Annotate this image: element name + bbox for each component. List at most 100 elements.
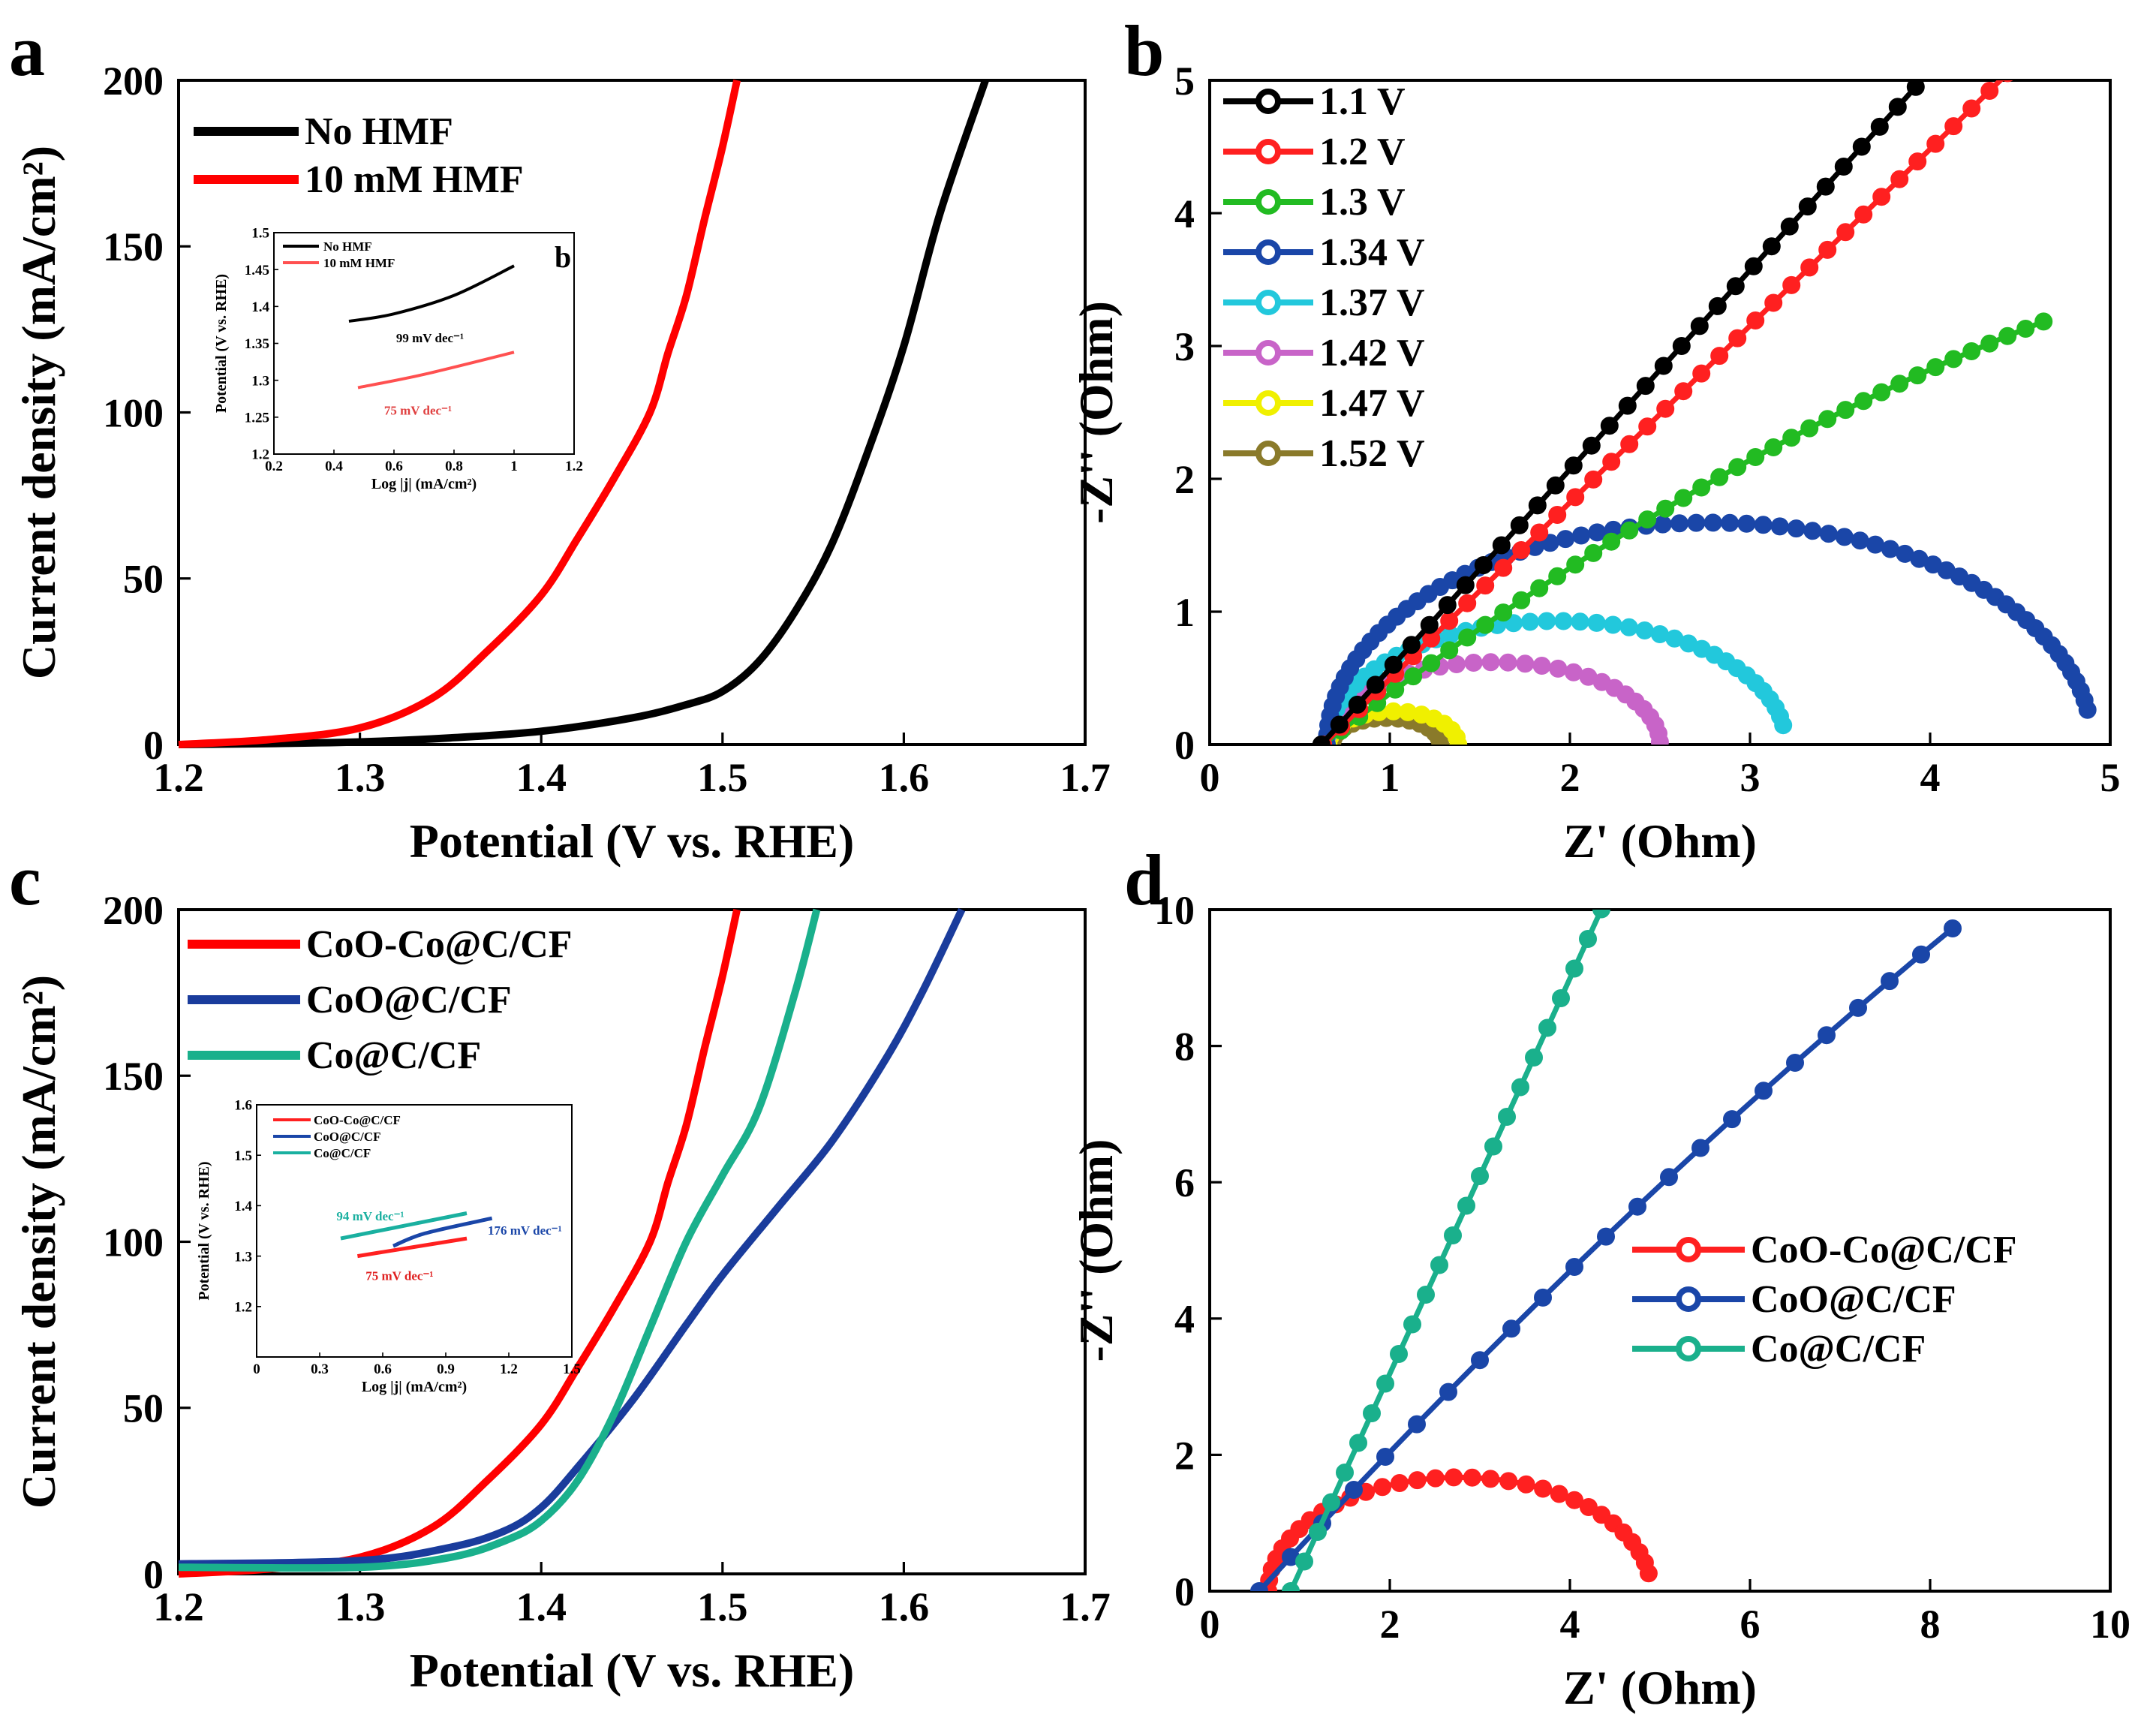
x-tick-label: 1.4 (516, 1584, 567, 1629)
data-point-0 (1654, 357, 1673, 375)
data-point-2 (1908, 366, 1927, 385)
inset-c-x-tick-label: 1.5 (563, 1361, 581, 1377)
data-point-2 (1800, 419, 1819, 438)
data-point-2 (1484, 1137, 1502, 1156)
data-point-1 (1872, 188, 1891, 206)
legend-marker-7 (1255, 441, 1281, 466)
y-tick-label: 50 (123, 1386, 164, 1431)
data-point-1 (1710, 347, 1729, 366)
inset-c-legend-label-2: Co@C/CF (314, 1146, 371, 1160)
data-point-3 (1572, 526, 1590, 545)
y-tick-label: 150 (103, 1054, 164, 1099)
data-point-1 (1849, 998, 1867, 1017)
data-point-3 (2078, 700, 2097, 719)
data-point-1 (2071, 0, 2088, 11)
data-point-0 (1384, 655, 1403, 674)
inset-a-y-tick-label: 1.5 (251, 226, 269, 242)
y-tick-label: 10 (1154, 888, 1195, 933)
data-point-1 (1818, 1026, 1836, 1045)
data-point-0 (1565, 1491, 1583, 1509)
legend-label-6: 1.47 V (1319, 382, 1425, 425)
inset-c-y-tick-label: 1.6 (234, 1098, 252, 1114)
y-tick-label: 100 (103, 390, 164, 435)
y-tick-label: 6 (1174, 1160, 1195, 1205)
data-point-0 (1618, 396, 1637, 415)
data-point-1 (2035, 29, 2052, 46)
y-tick-label: 100 (103, 1220, 164, 1265)
legend-label-1: 10 mM HMF (305, 158, 524, 201)
inset-a-legend-label-0: No HMF (323, 239, 372, 254)
inset-c-legend-label-0: CoO-Co@C/CF (314, 1113, 401, 1127)
data-point-5 (1464, 654, 1483, 672)
y-axis-label: Current density (mA/cm²) (12, 146, 65, 679)
inset-a-y-tick-label: 1.3 (251, 373, 269, 389)
inset-a-x-tick-label: 0.8 (445, 459, 463, 474)
data-point-0 (1330, 715, 1349, 734)
inset-a-panel-label: b (555, 240, 571, 274)
data-point-2 (1674, 489, 1693, 507)
data-point-2 (1494, 603, 1513, 622)
data-point-2 (1579, 930, 1597, 948)
data-point-3 (1835, 528, 1854, 546)
inset-a-x-tick-label: 0.4 (325, 459, 343, 474)
data-point-2 (1404, 667, 1423, 686)
data-point-0 (1852, 137, 1871, 156)
legend-marker-3 (1255, 239, 1281, 265)
y-axis-label: -Z'' (Ohm) (1069, 1139, 1123, 1362)
inset-a-y-tick-label: 1.25 (245, 410, 269, 426)
data-point-0 (1780, 217, 1799, 236)
data-point-1 (2017, 47, 2034, 64)
y-axis-label: Current density (mA/cm²) (12, 975, 65, 1509)
data-point-1 (1565, 1258, 1583, 1276)
legend-label-0: No HMF (305, 110, 453, 153)
data-point-0 (1463, 1468, 1481, 1487)
data-point-0 (1888, 98, 1907, 116)
data-point-5 (1532, 657, 1551, 675)
legend-label-2: 1.3 V (1319, 181, 1406, 224)
data-point-1 (1728, 329, 1747, 348)
data-point-0 (1528, 496, 1547, 515)
x-tick-label: 1.6 (879, 1584, 930, 1629)
x-tick-label: 2 (1380, 1602, 1400, 1647)
data-point-1 (1818, 240, 1837, 259)
data-point-0 (1510, 516, 1529, 534)
data-point-0 (1499, 1472, 1518, 1491)
data-point-6 (1449, 736, 1468, 745)
panel-a: a 1.2 1.3 1.4 1.5 1.6 1.7 0 50 100 150 200 Potential… (9, 11, 1111, 868)
data-point-0 (1636, 377, 1655, 396)
data-point-0 (1726, 277, 1745, 296)
legend-label-5: 1.42 V (1319, 332, 1425, 375)
data-point-3 (1819, 525, 1838, 543)
inset-c-legend-label-1: CoO@C/CF (314, 1130, 380, 1144)
series-line-10-mm-hmf (178, 79, 741, 748)
data-point-0 (1445, 1468, 1463, 1487)
data-point-4 (1587, 613, 1606, 632)
data-point-0 (1546, 476, 1565, 495)
series-line-no-hmf (178, 79, 989, 748)
data-point-2 (1764, 438, 1783, 456)
data-point-2 (1836, 401, 1855, 420)
x-tick-label: 1.5 (697, 755, 748, 800)
data-point-2 (1890, 375, 1909, 393)
inset-a-annotation-0: 99 mV dec⁻¹ (396, 331, 464, 345)
inset-a-x-axis-label: Log |j| (mA/cm²) (371, 476, 477, 492)
data-point-0 (1906, 80, 1925, 96)
data-point-0 (1708, 296, 1727, 315)
legend-marker-6 (1255, 390, 1281, 416)
inset-a-y-tick-label: 1.45 (245, 263, 269, 278)
data-point-2 (1728, 458, 1747, 477)
legend-label-7: 1.52 V (1319, 432, 1425, 475)
data-point-1 (1656, 399, 1675, 418)
data-point-2 (1620, 521, 1639, 540)
data-point-2 (1782, 429, 1801, 447)
data-point-3 (1556, 530, 1575, 549)
inset-c-slope-line-0 (357, 1236, 468, 1259)
data-point-2 (1530, 579, 1549, 597)
data-area-d (1250, 910, 1962, 1591)
data-point-2 (1512, 591, 1531, 609)
data-point-4 (1619, 618, 1638, 636)
inset-a-x-tick-label: 1 (510, 459, 518, 474)
y-tick-label: 1 (1174, 590, 1195, 635)
x-tick-label: 1.7 (1060, 1584, 1111, 1629)
inset-c-x-tick-label: 1.2 (500, 1361, 518, 1377)
